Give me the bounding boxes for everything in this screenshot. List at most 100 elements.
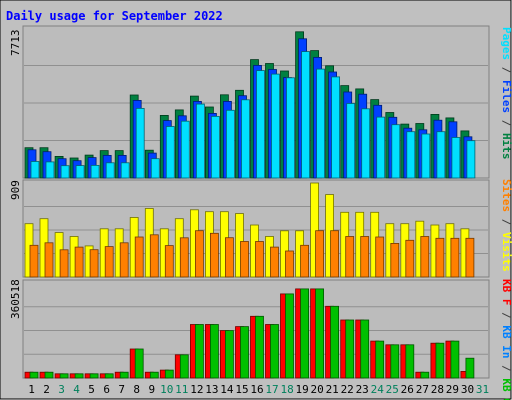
bottom-bar-kb-out-day-13 (209, 324, 219, 379)
middle-bar-sites-day-19 (300, 244, 310, 278)
top-legend: Pages / Files / Hits (500, 27, 512, 160)
top-bar-pages-day-25 (391, 124, 401, 179)
middle-bars (24, 182, 488, 278)
top-bars (24, 31, 488, 179)
top-bar-pages-day-19 (301, 51, 311, 179)
top-bar-pages-day-12 (195, 103, 205, 179)
bottom-bar-kb-out-day-22 (345, 319, 355, 379)
middle-bar-sites-day-23 (360, 236, 370, 278)
top-bar-pages-day-23 (361, 108, 371, 179)
middle-bar-sites-day-30 (465, 237, 475, 278)
bottom-bar-kb-out-day-29 (450, 340, 460, 379)
top-bar-pages-day-18 (286, 77, 295, 179)
bottom-legend-item-0: KB F (500, 279, 512, 306)
middle-bar-sites-day-29 (450, 237, 460, 278)
middle-bar-sites-day-7 (119, 242, 129, 278)
middle-bar-sites-day-21 (330, 230, 340, 278)
middle-bar-sites-day-18 (285, 250, 294, 278)
middle-legend-item-2: Visits (500, 232, 512, 272)
x-tick-label-day-7: 7 (118, 383, 125, 396)
bottom-bar-kb-out-day-25 (390, 344, 400, 379)
top-bar-pages-day-24 (376, 116, 386, 179)
x-tick-label-day-26: 26 (401, 383, 414, 396)
x-tick-label-day-10: 10 (160, 383, 173, 396)
x-tick-label-day-15: 15 (235, 383, 248, 396)
middle-bar-sites-day-12 (194, 230, 204, 278)
middle-bar-sites-day-16 (255, 241, 264, 278)
top-bar-pages-day-6 (105, 162, 115, 179)
top-bar-pages-day-22 (346, 103, 356, 179)
middle-bar-sites-day-9 (149, 234, 159, 278)
top-bar-pages-day-13 (210, 116, 220, 179)
top-bar-pages-day-2 (45, 161, 55, 179)
x-tick-label-day-6: 6 (103, 383, 110, 396)
middle-panel: 909 Sites / Visits (9, 179, 512, 278)
middle-bar-sites-day-1 (29, 244, 39, 278)
x-tick-label-day-22: 22 (341, 383, 354, 396)
middle-bar-visits-day-20 (310, 182, 320, 278)
top-bar-pages-day-1 (30, 161, 40, 179)
top-bar-pages-day-11 (180, 120, 190, 179)
x-tick-label-day-9: 9 (148, 383, 155, 396)
x-tick-label-day-1: 1 (28, 383, 35, 396)
middle-max-label: 909 (9, 180, 22, 200)
top-bar-pages-day-20 (316, 68, 326, 179)
bottom-legend-item-1: / (500, 306, 512, 326)
bottom-bar-kb-out-day-12 (194, 324, 204, 379)
bottom-legend-item-2: KB In (500, 325, 512, 358)
x-tick-label-day-13: 13 (205, 383, 218, 396)
top-legend-item-3: / (500, 113, 512, 133)
x-tick-label-day-14: 14 (220, 383, 234, 396)
top-bar-pages-day-16 (256, 70, 265, 179)
bottom-legend: KB F / KB In / KB Out (500, 279, 512, 400)
bottom-bar-kb-out-day-3 (59, 373, 69, 379)
middle-bar-sites-day-6 (104, 246, 114, 278)
x-tick-label-day-31: 31 (476, 383, 489, 396)
middle-bar-sites-day-22 (345, 236, 355, 278)
middle-legend-item-0: Sites (500, 179, 512, 212)
chart-title: Daily usage for September 2022 (6, 9, 223, 23)
top-max-label: 7713 (9, 30, 22, 57)
x-tick-label-day-21: 21 (326, 383, 339, 396)
bottom-bar-kb-out-day-6 (104, 373, 114, 379)
x-tick-label-day-4: 4 (73, 383, 80, 396)
middle-bar-sites-day-8 (134, 236, 144, 278)
middle-bar-sites-day-13 (209, 232, 219, 278)
top-legend-item-1: / (500, 60, 512, 80)
bottom-bar-kb-out-day-2 (44, 371, 54, 379)
bottom-bar-kb-out-day-4 (74, 373, 84, 379)
bottom-bar-kb-out-day-7 (119, 371, 129, 379)
middle-bar-sites-day-11 (179, 237, 189, 278)
x-tick-label-day-29: 29 (446, 383, 459, 396)
middle-bar-sites-day-20 (315, 230, 325, 278)
middle-bar-sites-day-15 (240, 241, 249, 278)
top-legend-item-4: Hits (500, 133, 512, 160)
bottom-bar-kb-out-day-14 (224, 330, 234, 379)
middle-bar-sites-day-10 (164, 245, 174, 278)
bottom-bar-kb-out-day-21 (330, 305, 340, 379)
middle-bar-sites-day-25 (390, 242, 400, 278)
x-tick-label-day-30: 30 (461, 383, 474, 396)
bottom-bar-kb-out-day-28 (435, 342, 445, 379)
top-bar-pages-day-27 (421, 133, 431, 179)
middle-bar-sites-day-26 (405, 239, 415, 278)
x-tick-label-day-27: 27 (416, 383, 429, 396)
top-bar-pages-day-10 (165, 126, 175, 179)
top-bar-pages-day-8 (135, 108, 145, 179)
bottom-bar-kb-out-day-15 (240, 326, 249, 379)
top-bar-pages-day-9 (150, 158, 160, 179)
bottom-max-label: 360518 (9, 279, 22, 319)
bottom-bar-kb-out-day-10 (164, 369, 174, 379)
x-tick-label-day-24: 24 (371, 383, 385, 396)
middle-bar-sites-day-17 (270, 246, 279, 278)
top-panel: 7713 Pages / Files / Hits (9, 25, 512, 179)
x-tick-label-day-18: 18 (280, 383, 293, 396)
bottom-bar-kb-out-day-1 (29, 371, 39, 379)
x-tick-label-day-23: 23 (356, 383, 369, 396)
x-tick-label-day-5: 5 (88, 383, 95, 396)
middle-bar-sites-day-27 (420, 236, 430, 278)
top-bar-pages-day-29 (451, 137, 461, 179)
top-legend-item-0: Pages (500, 27, 512, 60)
bottom-bar-kb-out-day-27 (420, 371, 430, 379)
